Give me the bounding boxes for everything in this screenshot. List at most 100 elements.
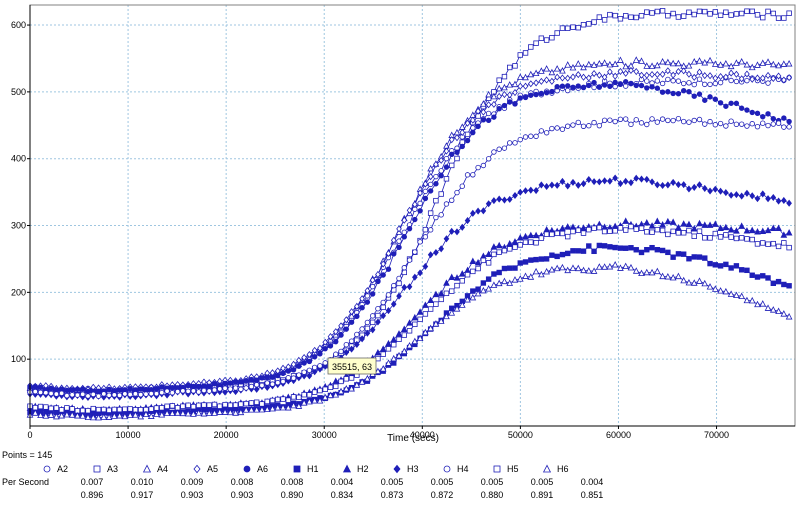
data-point (759, 59, 767, 66)
data-point (659, 57, 666, 65)
legend-marker-icon (493, 465, 501, 473)
data-point (153, 391, 160, 397)
data-point (37, 403, 44, 410)
data-point (596, 84, 603, 90)
data-point (564, 74, 571, 82)
data-point (406, 206, 413, 214)
data-point (443, 312, 450, 320)
data-point (781, 115, 787, 121)
data-point (64, 392, 70, 399)
data-point (201, 387, 207, 394)
x-tick-label: 30000 (312, 430, 337, 440)
data-point (691, 254, 697, 260)
data-point (717, 224, 724, 231)
data-point (400, 347, 408, 355)
data-point (438, 212, 444, 218)
legend-label: H6 (557, 464, 569, 474)
data-point (644, 247, 650, 253)
data-point (733, 11, 740, 17)
data-point (644, 78, 650, 84)
data-point (490, 243, 498, 250)
data-point (359, 295, 365, 303)
data-point (153, 386, 160, 392)
data-point (259, 382, 265, 389)
data-point (306, 392, 313, 398)
data-point (733, 235, 740, 242)
data-point (364, 374, 371, 382)
data-point (664, 58, 672, 66)
data-point (549, 77, 555, 85)
data-point (52, 412, 60, 420)
data-point (533, 240, 539, 246)
data-point (338, 332, 344, 338)
data-point (586, 226, 592, 233)
data-point (438, 156, 444, 164)
legend-label: H1 (307, 464, 319, 474)
data-point (480, 207, 487, 215)
data-point (549, 252, 555, 258)
data-point (512, 89, 518, 97)
legend-label: H2 (357, 464, 369, 474)
data-point (311, 346, 318, 354)
data-point (474, 258, 482, 266)
data-point (311, 389, 318, 395)
data-point (738, 192, 745, 200)
data-point (680, 220, 688, 227)
data-point (738, 57, 746, 65)
data-point (591, 84, 597, 91)
data-point (453, 274, 461, 281)
data-point (174, 388, 181, 395)
data-point (406, 319, 413, 326)
data-point (744, 107, 750, 113)
data-point (480, 108, 487, 116)
data-point (727, 290, 735, 297)
data-point (543, 130, 550, 136)
y-tick-label: 600 (11, 20, 26, 30)
data-point (375, 318, 381, 326)
data-point (702, 97, 708, 103)
data-point (285, 397, 292, 403)
data-point (507, 265, 513, 271)
data-point (174, 409, 181, 416)
data-point (475, 207, 481, 215)
data-point (422, 234, 429, 240)
data-point (380, 312, 387, 320)
data-point (607, 228, 613, 234)
data-point (454, 155, 460, 162)
data-point (538, 235, 545, 241)
data-point (665, 117, 671, 124)
data-point (101, 391, 107, 397)
data-point (290, 367, 297, 373)
series-H4 (27, 115, 792, 399)
tick-labels: 0 10000 20000 30000 40000 50000 60000 70000 100 2… (11, 20, 729, 440)
data-point (301, 391, 307, 398)
data-point (295, 402, 303, 409)
data-point (586, 21, 592, 27)
data-point (580, 180, 587, 188)
data-point (733, 191, 740, 199)
data-point (511, 276, 519, 283)
data-point (369, 283, 376, 290)
data-point (437, 317, 445, 324)
data-point (664, 217, 672, 225)
data-point (342, 384, 350, 392)
legend-label: H4 (457, 464, 469, 474)
legend-entry-H5: H5 (492, 463, 519, 475)
data-point (159, 405, 165, 411)
data-point (32, 384, 38, 390)
data-point (290, 375, 297, 381)
data-point (417, 200, 423, 207)
data-point (749, 272, 755, 278)
data-point (485, 276, 492, 282)
data-point (522, 134, 529, 140)
data-point (690, 58, 698, 65)
data-point (396, 238, 402, 244)
data-point (448, 227, 455, 235)
data-point (717, 234, 724, 240)
data-point (158, 411, 166, 418)
data-point (401, 234, 407, 240)
legend-label: A4 (157, 464, 169, 474)
legend-entry-A6: A6 (242, 463, 268, 475)
data-point (427, 164, 435, 172)
data-point (433, 160, 439, 168)
